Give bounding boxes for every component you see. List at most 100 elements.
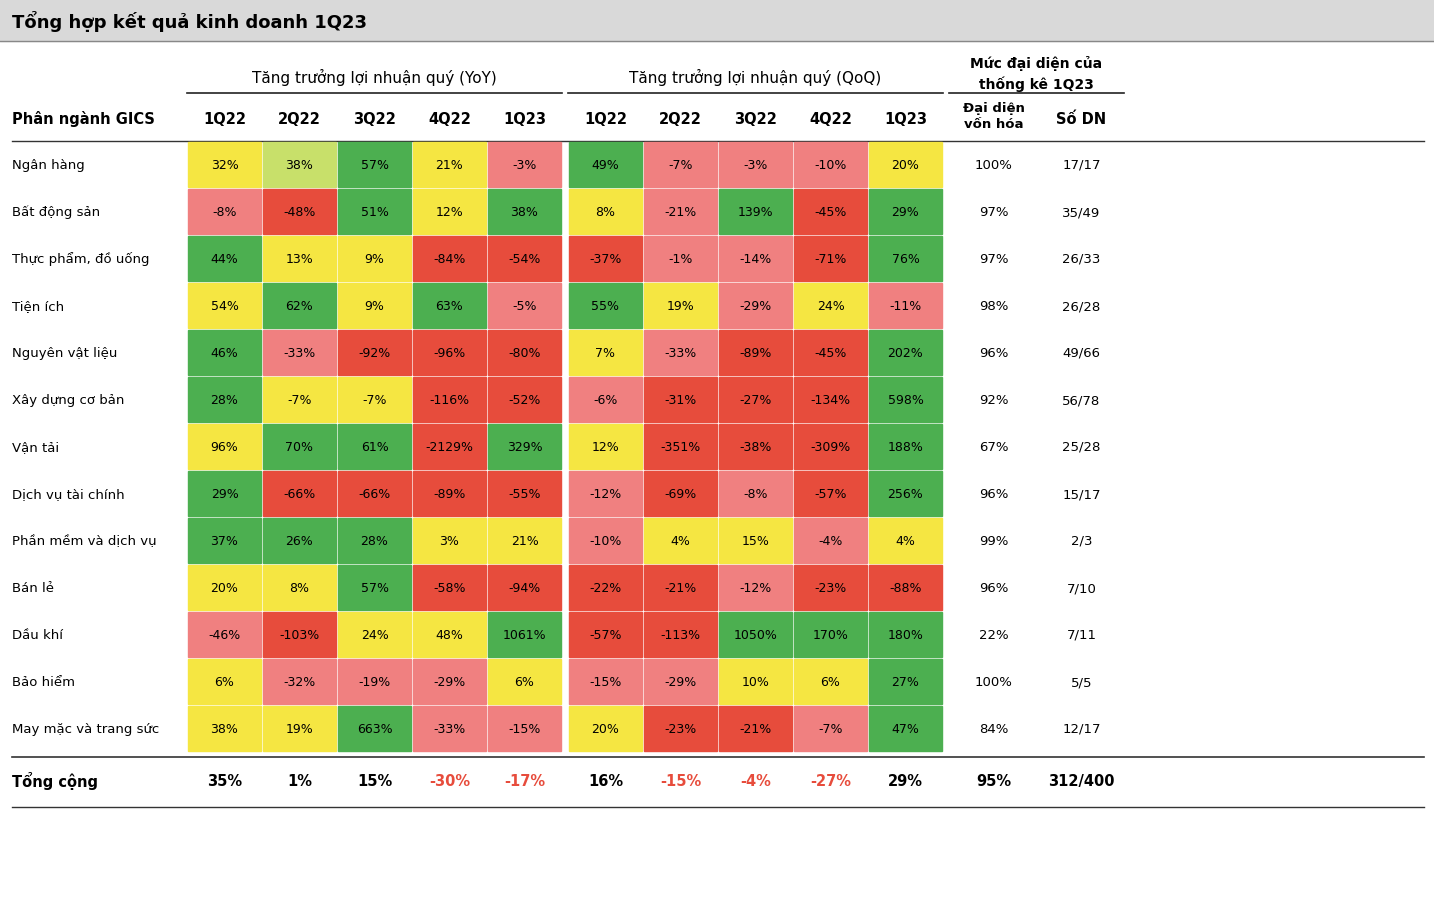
Bar <box>488 518 561 563</box>
Bar <box>262 189 336 235</box>
Bar <box>338 566 412 610</box>
Bar <box>488 143 561 188</box>
Bar <box>718 331 792 375</box>
Bar <box>188 143 261 188</box>
Text: -45%: -45% <box>815 206 846 219</box>
Bar <box>794 472 868 517</box>
Text: 19%: 19% <box>667 300 694 312</box>
Text: 6%: 6% <box>820 675 840 688</box>
Text: -27%: -27% <box>810 773 850 788</box>
Text: 8%: 8% <box>290 581 310 594</box>
Text: -17%: -17% <box>503 773 545 788</box>
Text: -33%: -33% <box>664 346 697 360</box>
Text: 21%: 21% <box>511 535 538 548</box>
Bar <box>262 706 336 752</box>
Text: 99%: 99% <box>979 535 1008 548</box>
Bar <box>338 518 412 563</box>
Bar <box>262 425 336 469</box>
Bar <box>262 331 336 375</box>
Text: 63%: 63% <box>436 300 463 312</box>
Text: -80%: -80% <box>508 346 541 360</box>
Bar <box>488 237 561 281</box>
Bar <box>262 660 336 704</box>
Bar <box>188 660 261 704</box>
Text: 51%: 51% <box>360 206 389 219</box>
Bar <box>188 566 261 610</box>
Text: -69%: -69% <box>664 487 697 500</box>
Text: 4Q22: 4Q22 <box>809 111 852 127</box>
Bar <box>569 425 642 469</box>
Text: -57%: -57% <box>589 629 622 641</box>
Bar <box>188 237 261 281</box>
Text: -12%: -12% <box>589 487 621 500</box>
Text: -46%: -46% <box>208 629 241 641</box>
Text: Ngân hàng: Ngân hàng <box>11 159 85 172</box>
Text: 29%: 29% <box>888 773 923 788</box>
Text: 5/5: 5/5 <box>1071 675 1093 688</box>
Text: 16%: 16% <box>588 773 622 788</box>
Bar <box>413 472 486 517</box>
Text: -21%: -21% <box>664 581 697 594</box>
Bar <box>338 331 412 375</box>
Bar <box>718 472 792 517</box>
Text: 38%: 38% <box>285 159 314 172</box>
Text: 17/17: 17/17 <box>1063 159 1101 172</box>
Text: 1Q23: 1Q23 <box>503 111 546 127</box>
Bar <box>413 612 486 657</box>
Bar <box>338 143 412 188</box>
Bar <box>869 472 942 517</box>
Text: 56/78: 56/78 <box>1063 394 1101 406</box>
Text: 1Q22: 1Q22 <box>204 111 247 127</box>
Text: -7%: -7% <box>287 394 311 406</box>
Bar <box>262 472 336 517</box>
Text: -8%: -8% <box>212 206 237 219</box>
Text: Tăng trưởng lợi nhuận quý (QoQ): Tăng trưởng lợi nhuận quý (QoQ) <box>630 68 882 86</box>
Bar <box>644 566 717 610</box>
Text: 98%: 98% <box>979 300 1008 312</box>
Text: 35/49: 35/49 <box>1063 206 1101 219</box>
Text: 2Q22: 2Q22 <box>660 111 701 127</box>
Text: 20%: 20% <box>592 722 619 735</box>
Text: 1Q22: 1Q22 <box>584 111 627 127</box>
Text: -32%: -32% <box>284 675 315 688</box>
Bar <box>338 237 412 281</box>
Bar <box>869 566 942 610</box>
Bar <box>569 566 642 610</box>
Text: 38%: 38% <box>211 722 238 735</box>
Bar <box>569 189 642 235</box>
Text: 20%: 20% <box>211 581 238 594</box>
Text: -31%: -31% <box>664 394 697 406</box>
Bar <box>869 706 942 752</box>
Text: -23%: -23% <box>815 581 846 594</box>
Bar <box>188 612 261 657</box>
Text: 61%: 61% <box>360 441 389 454</box>
Text: -15%: -15% <box>589 675 622 688</box>
Bar <box>794 189 868 235</box>
Text: 24%: 24% <box>816 300 845 312</box>
Text: 26/28: 26/28 <box>1063 300 1101 312</box>
Text: -6%: -6% <box>594 394 618 406</box>
Bar <box>338 660 412 704</box>
Text: 46%: 46% <box>211 346 238 360</box>
Bar <box>569 518 642 563</box>
Text: 7%: 7% <box>595 346 615 360</box>
Text: 67%: 67% <box>979 441 1008 454</box>
Text: 97%: 97% <box>979 252 1008 266</box>
Text: 4%: 4% <box>896 535 915 548</box>
Bar <box>794 283 868 329</box>
Text: -3%: -3% <box>743 159 767 172</box>
Text: 3Q22: 3Q22 <box>734 111 777 127</box>
Bar <box>488 283 561 329</box>
Bar <box>569 143 642 188</box>
Text: 100%: 100% <box>975 159 1012 172</box>
Text: 202%: 202% <box>888 346 923 360</box>
Bar <box>644 518 717 563</box>
Text: 54%: 54% <box>211 300 238 312</box>
Text: 329%: 329% <box>506 441 542 454</box>
Bar <box>413 331 486 375</box>
Bar <box>338 283 412 329</box>
Text: -52%: -52% <box>508 394 541 406</box>
Text: -92%: -92% <box>358 346 390 360</box>
Text: -10%: -10% <box>815 159 846 172</box>
Bar <box>644 472 717 517</box>
